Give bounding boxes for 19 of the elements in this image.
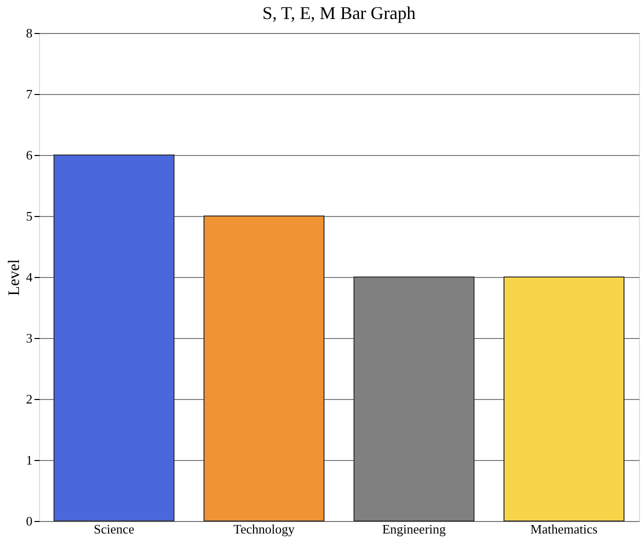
y-tick-label: 4 [26, 270, 33, 284]
y-tick-label: 8 [26, 26, 32, 40]
bar [204, 216, 324, 522]
bar [354, 276, 474, 522]
x-tick-label: Mathematics [530, 522, 598, 536]
y-tick-label: 1 [26, 452, 32, 468]
y-tick-label: 7 [26, 86, 33, 102]
x-tick-label: Science [94, 522, 134, 536]
bar [504, 276, 624, 522]
y-tick-label: 0 [26, 514, 32, 528]
y-tick-label: 6 [26, 148, 33, 162]
y-tick-label: 5 [26, 208, 32, 224]
bar [54, 154, 174, 522]
x-tick-label: Engineering [382, 522, 446, 536]
chart-title: S, T, E, M Bar Graph [262, 3, 416, 23]
y-tick-label: 2 [26, 392, 32, 406]
y-axis-title: Level [6, 258, 23, 296]
x-tick-label: Technology [233, 522, 296, 536]
y-tick-label: 3 [26, 330, 32, 346]
